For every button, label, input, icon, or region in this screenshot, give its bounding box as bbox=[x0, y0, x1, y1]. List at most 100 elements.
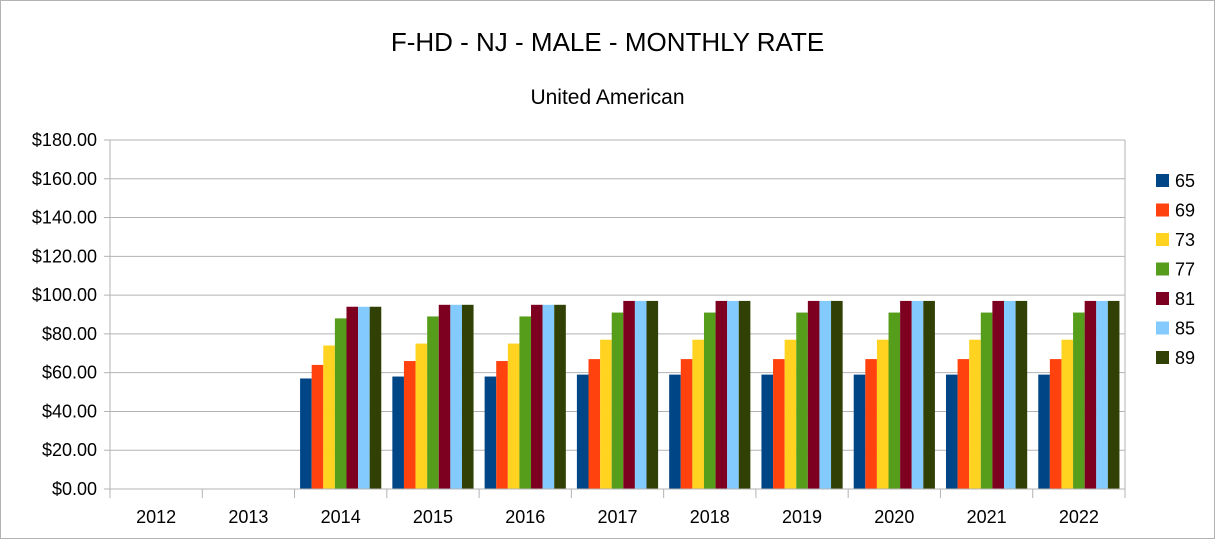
x-tick-label: 2021 bbox=[967, 507, 1007, 527]
legend-label-73: 73 bbox=[1175, 230, 1195, 250]
y-tick-label: $180.00 bbox=[32, 130, 97, 150]
bar-series-77 bbox=[611, 312, 624, 489]
y-tick-label: $0.00 bbox=[52, 479, 97, 499]
bar-series-69 bbox=[1049, 359, 1062, 489]
bar-series-85 bbox=[634, 300, 647, 489]
bar-series-89 bbox=[369, 306, 382, 489]
legend-label-89: 89 bbox=[1175, 348, 1195, 368]
x-tick-label: 2017 bbox=[597, 507, 637, 527]
y-tick-label: $20.00 bbox=[42, 440, 97, 460]
x-tick-label: 2019 bbox=[782, 507, 822, 527]
bar-series-65 bbox=[484, 376, 497, 489]
legend-swatch-65 bbox=[1156, 174, 1169, 187]
y-tick-label: $140.00 bbox=[32, 208, 97, 228]
bar-series-89 bbox=[923, 300, 935, 489]
bar-series-69 bbox=[403, 361, 416, 489]
x-tick-label: 2022 bbox=[1059, 507, 1099, 527]
legend-label-85: 85 bbox=[1175, 319, 1195, 339]
bar-series-65 bbox=[1038, 374, 1050, 489]
bar-series-65 bbox=[300, 378, 312, 489]
bar-series-77 bbox=[888, 312, 901, 489]
bar-series-85 bbox=[1003, 300, 1016, 489]
x-tick-label: 2016 bbox=[505, 507, 545, 527]
bar-series-77 bbox=[1073, 312, 1085, 489]
bar-series-81 bbox=[715, 300, 728, 489]
bar-series-65 bbox=[853, 374, 866, 489]
x-tick-label: 2014 bbox=[321, 507, 361, 527]
legend-swatch-85 bbox=[1156, 321, 1169, 335]
bar-series-73 bbox=[600, 339, 612, 489]
bar-series-65 bbox=[761, 374, 774, 489]
bar-series-81 bbox=[438, 304, 451, 489]
legend-swatch-81 bbox=[1156, 292, 1169, 305]
legend-label-69: 69 bbox=[1175, 201, 1195, 221]
bar-series-85 bbox=[542, 304, 555, 489]
legend-swatch-73 bbox=[1156, 233, 1169, 246]
x-tick-label: 2020 bbox=[874, 507, 914, 527]
bar-series-73 bbox=[323, 345, 335, 489]
bar-series-89 bbox=[461, 304, 474, 489]
bar-series-77 bbox=[519, 316, 532, 489]
y-tick-label: $80.00 bbox=[42, 324, 97, 344]
bar-series-73 bbox=[1061, 339, 1074, 489]
bar-series-69 bbox=[311, 364, 324, 489]
legend-swatch-89 bbox=[1156, 351, 1169, 364]
bar-series-69 bbox=[773, 359, 785, 489]
chart-subtitle: United American bbox=[530, 86, 685, 109]
chart-title: F-HD - NJ - MALE - MONTHLY RATE bbox=[390, 27, 825, 57]
bar-series-89 bbox=[1107, 300, 1120, 489]
bar-series-69 bbox=[865, 359, 877, 489]
legend-swatch-77 bbox=[1156, 262, 1169, 276]
bar-series-69 bbox=[496, 361, 508, 489]
bar-series-85 bbox=[450, 304, 462, 489]
bar-series-65 bbox=[669, 374, 681, 489]
bar-series-85 bbox=[911, 300, 924, 489]
bar-series-65 bbox=[392, 376, 404, 489]
y-tick-label: $40.00 bbox=[42, 401, 97, 421]
x-tick-label: 2015 bbox=[413, 507, 453, 527]
bar-series-73 bbox=[784, 339, 797, 489]
bar-series-77 bbox=[796, 312, 808, 489]
bar-series-73 bbox=[507, 343, 520, 489]
x-tick-label: 2018 bbox=[690, 507, 730, 527]
bar-series-89 bbox=[831, 300, 843, 489]
bar-series-85 bbox=[358, 306, 370, 489]
bar-series-69 bbox=[680, 359, 693, 489]
bar-series-65 bbox=[576, 374, 589, 489]
bar-series-69 bbox=[588, 359, 601, 489]
bar-series-81 bbox=[1084, 300, 1097, 489]
x-tick-label: 2013 bbox=[228, 507, 268, 527]
bar-series-89 bbox=[646, 300, 659, 489]
bar-series-77 bbox=[427, 316, 439, 489]
legend-label-77: 77 bbox=[1175, 260, 1195, 280]
bar-series-69 bbox=[957, 359, 970, 489]
bar-series-73 bbox=[415, 343, 428, 489]
bar-series-85 bbox=[1096, 300, 1108, 489]
bar-series-81 bbox=[531, 304, 543, 489]
legend-label-81: 81 bbox=[1175, 289, 1195, 309]
bar-series-73 bbox=[692, 339, 704, 489]
bar-series-77 bbox=[334, 318, 347, 489]
bar-series-81 bbox=[900, 300, 912, 489]
bar-series-73 bbox=[876, 339, 889, 489]
bar-series-81 bbox=[346, 306, 359, 489]
x-tick-label: 2012 bbox=[136, 507, 176, 527]
y-tick-label: $60.00 bbox=[42, 363, 97, 383]
bar-series-85 bbox=[727, 300, 739, 489]
y-tick-label: $120.00 bbox=[32, 246, 97, 266]
y-tick-label: $160.00 bbox=[32, 169, 97, 189]
bar-series-89 bbox=[1015, 300, 1028, 489]
bar-series-77 bbox=[980, 312, 993, 489]
bar-series-77 bbox=[703, 312, 716, 489]
bar-series-81 bbox=[992, 300, 1004, 489]
bar-series-89 bbox=[554, 304, 566, 489]
bar-series-85 bbox=[819, 300, 832, 489]
bar-series-81 bbox=[807, 300, 820, 489]
bar-series-89 bbox=[738, 300, 751, 489]
legend-label-65: 65 bbox=[1175, 171, 1195, 191]
bar-series-73 bbox=[969, 339, 981, 489]
bar-series-65 bbox=[945, 374, 958, 489]
bar-series-81 bbox=[623, 300, 635, 489]
